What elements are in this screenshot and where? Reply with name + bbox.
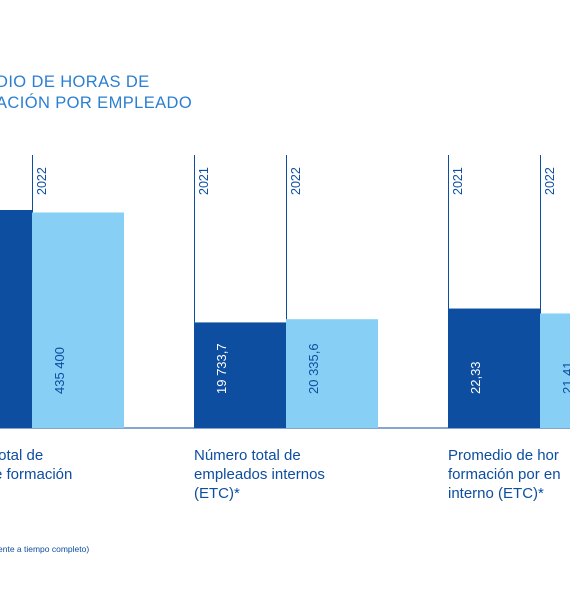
panel-1-caption: total de e formación: [0, 446, 72, 484]
value-label-panel-2-2022: 20 335,6: [306, 343, 321, 394]
year-label-panel-2-2022: 2022: [289, 167, 303, 195]
panel-2-caption-line-1: Número total de: [194, 447, 301, 464]
value-label-panel-3-2021: 22,33: [468, 361, 483, 394]
chart-title-line-1: DIO DE HORAS DE: [0, 73, 150, 91]
panel-2-caption-line-3: (ETC)*: [194, 485, 240, 502]
bar-panel-1-2021: [0, 210, 32, 428]
panel-3-caption-line-1: Promedio de hor: [448, 447, 559, 464]
year-label-panel-2-2021: 2021: [197, 167, 211, 195]
year-label-panel-3-2021: 2021: [451, 167, 465, 195]
value-label-panel-2-2021: 19 733,7: [214, 343, 229, 394]
panel-2-caption: Número total de empleados internos (ETC)…: [194, 446, 325, 503]
year-label-panel-1-2022: 2022: [35, 167, 49, 195]
panel-1-caption-line-1: total de: [0, 447, 44, 464]
bar-panel-1-2022: [32, 212, 124, 428]
panel-1-caption-line-2: e formación: [0, 466, 73, 483]
chart-title-line-2: ACIÓN POR EMPLEADO: [0, 94, 193, 112]
chart-title: DIO DE HORAS DE ACIÓN POR EMPLEADO: [0, 72, 192, 114]
year-label-panel-3-2022: 2022: [543, 167, 557, 195]
value-label-panel-3-2022: 21,41: [560, 361, 570, 394]
panel-3-caption-line-3: interno (ETC)*: [448, 485, 544, 502]
panel-3-caption: Promedio de hor formación por en interno…: [448, 446, 561, 503]
footnote: ente a tiempo completo): [0, 544, 90, 554]
value-label-panel-1-2022: 435 400: [52, 347, 67, 394]
bar-panel-3-2021: [448, 308, 540, 428]
bar-panel-2-2021: [194, 322, 286, 428]
panel-3-caption-line-2: formación por en: [448, 466, 561, 483]
bar-panel-2-2022: [286, 319, 378, 428]
panel-2-caption-line-2: empleados internos: [194, 466, 325, 483]
bar-panel-3-2022: [540, 313, 570, 428]
